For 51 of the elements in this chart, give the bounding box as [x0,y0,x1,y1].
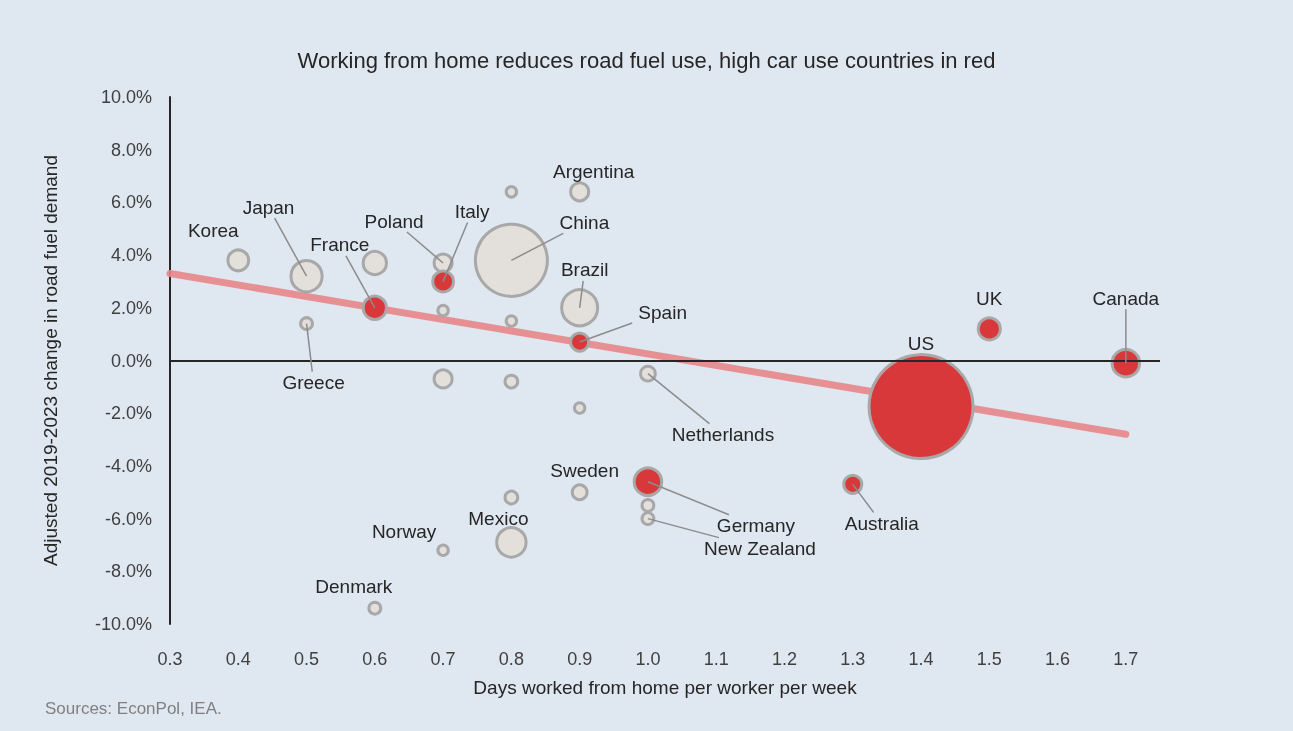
x-tick-label: 0.5 [294,649,320,669]
x-tick-label: 1.6 [1045,649,1071,669]
annotation: Argentina [552,161,635,183]
y-tick-label: 10.0% [100,87,152,107]
y-tick-label: 6.0% [110,192,152,213]
annotation: Norway [371,520,437,542]
x-tick-label: 1.7 [1113,649,1139,669]
chart-title: Working from home reduces road fuel use, high car use countries in red [297,47,996,73]
y-tick-label: 4.0% [110,245,152,266]
annotation: UK [976,288,1003,310]
x-tick-label: 1.3 [840,649,866,669]
annotation: Spain [638,301,687,323]
annotation: Poland [364,210,424,232]
x-tick-label: 0.7 [430,649,456,669]
x-tick-label: 0.8 [498,649,524,669]
y-tick-label: -4.0% [104,455,152,476]
source-note: Sources: EconPol, IEA. [45,699,222,718]
annotation: Sweden [550,459,619,481]
x-tick-label: 0.6 [362,649,388,669]
annotation: Canada [1092,287,1160,309]
x-tick-label: 1.2 [771,649,797,669]
annotation: Australia [844,512,920,534]
annotation: Greece [282,372,345,394]
annotation: Korea [187,219,240,241]
x-tick-label: 1.0 [635,649,661,669]
y-tick-label: 2.0% [110,297,152,318]
x-tick-label: 0.3 [157,649,183,669]
annotation: Japan [242,196,295,218]
annotation: Denmark [315,575,393,597]
annotation: China [559,211,610,233]
annotation: Germany [716,515,796,537]
y-axis-title: Adjusted 2019-2023 change in road fuel demand [40,155,61,566]
x-tick-label: 1.5 [976,649,1002,669]
x-tick-label: 1.1 [703,649,729,669]
annotation: New Zealand [703,538,816,560]
annotation: Netherlands [671,424,775,446]
y-tick-label: -8.0% [104,561,152,582]
y-tick-label: -2.0% [104,403,152,424]
x-tick-label: 1.4 [908,649,934,669]
x-axis-title: Days worked from home per worker per week [473,677,858,698]
annotation: Brazil [560,259,609,281]
y-tick-label: -10.0% [94,614,152,634]
y-tick-label: 0.0% [110,350,152,371]
x-tick-label: 0.9 [567,649,593,669]
x-tick-label: 0.4 [225,649,251,669]
annotation: Italy [454,200,491,222]
annotation: Mexico [468,507,529,529]
y-tick-label: 8.0% [110,139,152,160]
annotation: US [907,333,935,355]
annotation: France [310,234,370,256]
y-tick-label: -6.0% [104,508,152,529]
